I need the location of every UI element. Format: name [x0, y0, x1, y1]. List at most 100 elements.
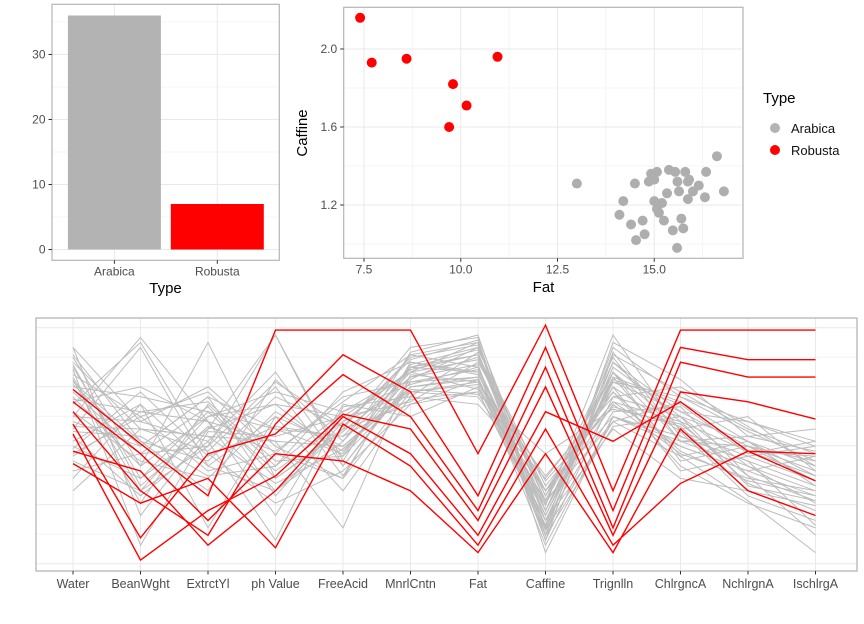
- arabica-point-swatch-icon: [770, 123, 780, 133]
- scatter-plot-area: 7.5 10.0 12.5 15.0 1.2 1.6 2.0: [321, 6, 744, 276]
- parcoord-line-arabica: [72, 341, 816, 554]
- parcoord-line-robusta: [72, 423, 816, 549]
- x-axis-tick-label: 15.0: [643, 262, 667, 276]
- scatter-chart: 7.5 10.0 12.5 15.0 1.2 1.6 2.0 Fat Caffine: [294, 6, 744, 296]
- scatter-point-arabica: [653, 207, 664, 218]
- parcoord-line-arabica: [72, 374, 816, 529]
- scatter-point-arabica: [711, 151, 722, 162]
- parcoord-line-arabica: [72, 336, 816, 512]
- scatter-point-arabica: [626, 219, 637, 230]
- parcoord-axis-label: ph Value: [251, 577, 299, 591]
- scatter-point-arabica: [678, 223, 689, 234]
- scatter-legend: Type Arabica Robusta: [763, 90, 839, 161]
- parcoord-line-arabica: [72, 359, 816, 502]
- scatter-point-robusta: [401, 53, 412, 64]
- scatter-point-arabica: [639, 229, 650, 240]
- scatter-point-arabica: [680, 166, 691, 177]
- y-axis-tick-label: 0: [39, 243, 46, 257]
- parcoord-axis-label: FreeAcid: [318, 577, 368, 591]
- x-axis-tick-label: 10.0: [449, 262, 473, 276]
- parcoord-axis-label: IschlrgA: [793, 577, 839, 591]
- legend-item-arabica: Arabica: [763, 117, 839, 139]
- scatter-point-arabica: [658, 215, 669, 226]
- parcoord-line-arabica: [72, 391, 816, 504]
- parcoord-axis-label: NchlrgnA: [722, 577, 774, 591]
- scatter-point-arabica: [667, 225, 678, 236]
- scatter-point-arabica: [614, 209, 625, 220]
- scatter-point-arabica: [693, 180, 704, 191]
- panel-border: [35, 317, 858, 572]
- parcoord-line-arabica: [72, 347, 816, 492]
- scatter-point-arabica: [656, 198, 667, 209]
- scatter-point-arabica: [631, 235, 642, 246]
- y-axis-tick-label: 2.0: [321, 42, 338, 56]
- scatter-point-robusta: [366, 57, 377, 68]
- parcoord-line-arabica: [72, 336, 816, 522]
- parcoord-line-robusta: [72, 401, 816, 554]
- parcoord-line-arabica: [72, 346, 816, 553]
- x-axis-tick-label: Arabica: [94, 264, 135, 278]
- scatter-point-arabica: [637, 215, 648, 226]
- legend-title: Type: [763, 90, 796, 107]
- panel-border: [343, 6, 744, 259]
- parcoord-line-arabica: [72, 356, 816, 497]
- scatter-point-arabica: [699, 192, 710, 203]
- scatter-point-arabica: [676, 213, 687, 224]
- bar-chart-plot-area: 0 10 20 30 Arabica Robusta: [32, 3, 280, 278]
- legend-label-arabica: Arabica: [791, 120, 836, 136]
- parallel-plot-area: Water BeanWght ExtrctYl ph Value FreeAcid Mnr…: [35, 317, 858, 591]
- scatter-point-arabica: [571, 178, 582, 189]
- parcoord-line-robusta: [72, 361, 816, 540]
- parcoord-axis-label: ExtrctYl: [186, 577, 229, 591]
- scatter-point-arabica: [629, 178, 640, 189]
- y-axis-tick-label: 20: [32, 113, 46, 127]
- parcoord-line-arabica: [72, 354, 816, 497]
- parcoord-line-arabica: [72, 391, 816, 529]
- parcoord-line-robusta: [72, 323, 816, 497]
- scatter-point-robusta: [355, 12, 366, 23]
- y-axis-tick-label: 1.6: [321, 120, 338, 134]
- bar-chart: 0 10 20 30 Arabica Robusta Type: [32, 3, 280, 297]
- scatter-point-robusta: [448, 79, 459, 90]
- parcoord-line-arabica: [72, 341, 816, 542]
- scatter-point-arabica: [674, 186, 685, 197]
- bar-x-axis-title: Type: [149, 280, 182, 297]
- parcoord-line-arabica: [72, 361, 816, 547]
- parcoord-line-arabica: [72, 381, 816, 517]
- robusta-point-swatch-icon: [770, 145, 780, 155]
- scatter-point-arabica: [682, 194, 693, 205]
- scatter-point-arabica: [662, 188, 673, 199]
- scatter-x-axis-title: Fat: [533, 279, 556, 296]
- parcoord-line-arabica: [72, 346, 816, 527]
- parcoord-axis-label: Fat: [469, 577, 488, 591]
- scatter-point-arabica: [672, 176, 683, 187]
- parcoord-line-robusta: [72, 385, 816, 562]
- x-axis-tick-label: Robusta: [195, 264, 240, 278]
- scatter-point-arabica: [618, 196, 629, 207]
- legend-item-robusta: Robusta: [763, 139, 839, 161]
- parcoord-line-arabica: [72, 371, 816, 512]
- parcoord-line-robusta: [72, 400, 816, 547]
- scatter-point-arabica: [701, 166, 712, 177]
- parallel-coordinates-chart: Water BeanWght ExtrctYl ph Value FreeAcid Mnr…: [35, 317, 858, 591]
- parcoord-line-arabica: [72, 366, 816, 512]
- y-axis-tick-label: 1.2: [321, 198, 338, 212]
- parcoord-axis-label: Water: [57, 577, 90, 591]
- scatter-point-robusta: [492, 51, 503, 62]
- scatter-y-axis-title: Caffine: [294, 109, 311, 156]
- parcoord-line-arabica: [72, 344, 816, 537]
- scatter-point-arabica: [649, 174, 660, 185]
- parcoord-axis-label: Caffine: [526, 577, 565, 591]
- scatter-point-robusta: [461, 100, 472, 111]
- x-axis-tick-label: 12.5: [546, 262, 570, 276]
- panel-border: [51, 3, 280, 261]
- scatter-point-arabica: [649, 196, 660, 207]
- scatter-point-arabica: [651, 166, 662, 177]
- bar-robusta: [170, 204, 264, 250]
- parcoord-line-arabica: [72, 376, 816, 522]
- y-axis-tick-label: 10: [32, 178, 46, 192]
- y-axis-tick-label: 30: [32, 48, 46, 62]
- parcoord-axis-label: MnrlCntn: [385, 577, 436, 591]
- x-axis-tick-label: 7.5: [356, 262, 373, 276]
- parcoord-axis-label: ChlrgncA: [655, 577, 707, 591]
